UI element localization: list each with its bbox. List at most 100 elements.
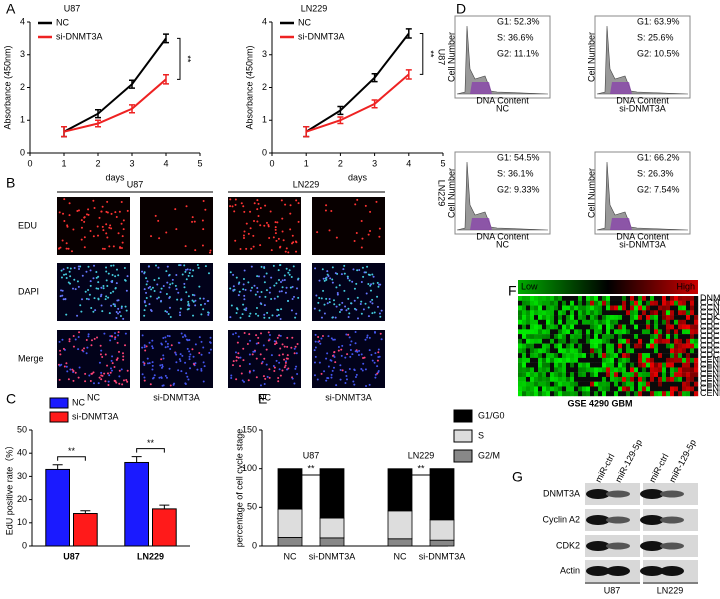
cell-dot bbox=[63, 219, 66, 222]
heatmap-cell bbox=[670, 376, 675, 382]
cell-dot bbox=[148, 341, 151, 344]
heatmap-cell bbox=[570, 386, 575, 392]
cell-dot bbox=[164, 340, 167, 343]
heatmap-cell bbox=[546, 324, 551, 330]
heatmap-cell bbox=[674, 310, 679, 316]
chart-title: LN229 bbox=[301, 3, 328, 13]
heatmap-cell bbox=[518, 300, 523, 306]
heatmap-cell bbox=[534, 315, 539, 321]
y-tick-label: 40 bbox=[17, 448, 27, 458]
heatmap-cell bbox=[578, 376, 583, 382]
cell-dot bbox=[193, 220, 196, 223]
cell-dot bbox=[242, 283, 245, 286]
cell-dot bbox=[283, 278, 286, 281]
cell-dot bbox=[69, 368, 72, 371]
heatmap-cell bbox=[690, 315, 695, 321]
heatmap-cell bbox=[610, 367, 615, 373]
x-tick-label: 2 bbox=[95, 158, 100, 168]
heatmap-cell bbox=[622, 367, 627, 373]
cell-dot bbox=[351, 280, 354, 283]
cell-dot bbox=[185, 205, 188, 208]
heatmap-cell bbox=[606, 296, 611, 301]
cell-dot bbox=[270, 276, 273, 279]
protein-label: Cyclin A2 bbox=[542, 514, 580, 524]
heatmap-cell bbox=[654, 372, 659, 378]
heatmap-cell bbox=[562, 353, 567, 359]
cell-dot bbox=[267, 339, 270, 342]
y-tick-label: 30 bbox=[17, 471, 27, 481]
gene-label: CENPK bbox=[700, 374, 720, 384]
cell-dot bbox=[296, 372, 299, 375]
heatmap-cell bbox=[606, 324, 611, 330]
heatmap-cell bbox=[654, 386, 659, 392]
gene-label: CDCA2 bbox=[700, 336, 720, 346]
cell-dot bbox=[90, 339, 93, 342]
cell-dot bbox=[356, 296, 359, 299]
heatmap-cell bbox=[618, 353, 623, 359]
heatmap-cell bbox=[682, 376, 687, 382]
column-header: LN229 bbox=[293, 179, 320, 189]
cell-dot bbox=[65, 273, 68, 276]
heatmap-cell bbox=[518, 305, 523, 311]
cell-dot bbox=[191, 216, 194, 219]
heatmap-cell bbox=[522, 391, 527, 397]
y-axis-label: Absorbance (450nm) bbox=[244, 45, 254, 129]
heatmap-cell bbox=[614, 372, 619, 378]
cell-dot bbox=[165, 376, 168, 379]
cell-dot bbox=[245, 247, 248, 250]
heatmap-cell bbox=[650, 372, 655, 378]
heatmap-cell bbox=[678, 372, 683, 378]
cell-dot bbox=[325, 379, 328, 382]
blot-band bbox=[640, 515, 664, 525]
heatmap-cell bbox=[654, 343, 659, 349]
cell-dot bbox=[169, 316, 172, 319]
heatmap-cell bbox=[566, 305, 571, 311]
heatmap-cell bbox=[550, 300, 555, 306]
heatmap-cell bbox=[574, 391, 579, 397]
heatmap-cell bbox=[682, 305, 687, 311]
blot-band bbox=[606, 490, 630, 498]
cell-dot bbox=[347, 307, 350, 310]
cell-dot bbox=[278, 278, 281, 281]
heatmap-cell bbox=[522, 381, 527, 387]
significance: ** bbox=[307, 463, 315, 473]
heatmap-cell bbox=[550, 338, 555, 344]
heatmap-cell bbox=[674, 319, 679, 325]
heatmap-cell bbox=[582, 357, 587, 363]
heatmap-cell bbox=[546, 329, 551, 335]
cell-dot bbox=[114, 332, 117, 335]
heatmap-cell bbox=[642, 300, 647, 306]
cell-dot bbox=[360, 300, 363, 303]
cell-dot bbox=[197, 266, 200, 269]
error-bar bbox=[163, 33, 169, 44]
cell-dot bbox=[329, 277, 332, 280]
heatmap-cell bbox=[618, 372, 623, 378]
cell-dot bbox=[355, 373, 358, 376]
heatmap-cell bbox=[574, 300, 579, 306]
cell-dot bbox=[85, 338, 88, 341]
heatmap-cell bbox=[642, 334, 647, 340]
cell-dot bbox=[265, 348, 268, 351]
cell-dot bbox=[257, 336, 260, 339]
y-tick-label: 10 bbox=[17, 517, 27, 527]
heatmap-cell bbox=[554, 296, 559, 301]
bar-segment bbox=[319, 517, 345, 539]
heatmap-cell bbox=[606, 372, 611, 378]
heatmap-cell bbox=[574, 305, 579, 311]
heatmap-cell bbox=[582, 324, 587, 330]
heatmap-cell bbox=[546, 334, 551, 340]
heatmap-cell bbox=[690, 391, 695, 397]
cell-dot bbox=[341, 344, 344, 347]
cell-dot bbox=[178, 358, 181, 361]
heatmap-cell bbox=[690, 353, 695, 359]
heatmap-cell bbox=[670, 357, 675, 363]
cell-dot bbox=[124, 305, 127, 308]
heatmap-cell bbox=[578, 300, 583, 306]
heatmap-cell bbox=[562, 391, 567, 397]
protein-label: CDK2 bbox=[556, 540, 580, 550]
cell-dot bbox=[246, 342, 249, 345]
bar-segment bbox=[429, 539, 455, 547]
heatmap-cell bbox=[570, 357, 575, 363]
heatmap-cell bbox=[626, 329, 631, 335]
heatmap-cell bbox=[646, 357, 651, 363]
